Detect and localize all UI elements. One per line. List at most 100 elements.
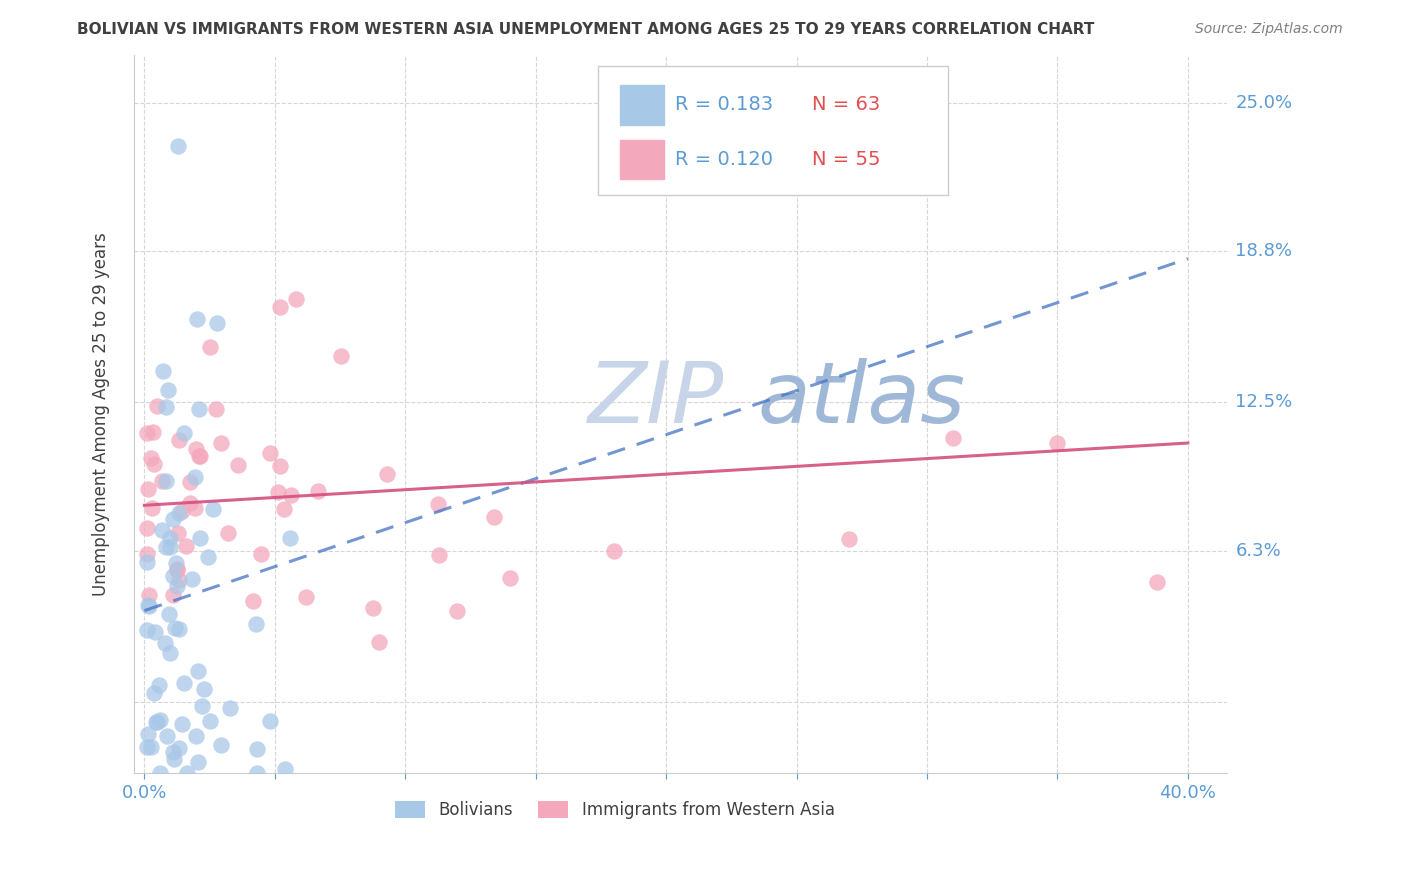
Point [259, 714, 281, 729]
Point [190, 449, 212, 463]
Point [143, 624, 166, 639]
Point [167, 573, 190, 587]
Point [183, 501, 205, 516]
Point [174, 539, 197, 553]
Point [202, 502, 225, 516]
Point [145, 715, 167, 730]
Point [142, 685, 165, 699]
Point [155, 474, 177, 488]
Point [191, 699, 214, 714]
Point [148, 766, 170, 780]
Point [163, 621, 186, 635]
Point [150, 474, 173, 488]
Point [269, 300, 291, 314]
Point [209, 738, 232, 752]
Point [176, 766, 198, 780]
Point [155, 541, 177, 555]
Point [188, 531, 211, 545]
Point [136, 598, 159, 612]
FancyBboxPatch shape [599, 66, 948, 195]
Point [139, 740, 162, 755]
Point [136, 727, 159, 741]
Text: ZIP: ZIP [588, 359, 724, 442]
Point [162, 745, 184, 759]
Point [209, 436, 232, 450]
Point [1146, 574, 1168, 589]
Point [273, 502, 295, 516]
Bar [620, 140, 664, 179]
Bar [620, 86, 664, 125]
Point [179, 496, 201, 510]
Point [942, 431, 965, 445]
Point [162, 569, 184, 583]
Text: 12.5%: 12.5% [1236, 393, 1292, 411]
Point [179, 475, 201, 489]
Point [156, 729, 179, 743]
Point [284, 293, 307, 307]
Point [138, 588, 160, 602]
Point [136, 521, 159, 535]
Point [183, 470, 205, 484]
Text: atlas: atlas [756, 359, 965, 442]
Point [330, 349, 353, 363]
Point [166, 563, 188, 577]
Point [242, 594, 264, 608]
Point [173, 675, 195, 690]
Point [446, 604, 468, 618]
Point [187, 664, 209, 678]
Point [162, 511, 184, 525]
Point [207, 316, 229, 330]
Point [197, 549, 219, 564]
Point [186, 729, 208, 743]
Point [245, 617, 267, 632]
Point [149, 713, 172, 727]
Point [145, 714, 167, 729]
Point [138, 599, 160, 613]
Y-axis label: Unemployment Among Ages 25 to 29 years: Unemployment Among Ages 25 to 29 years [93, 233, 110, 596]
Text: 6.3%: 6.3% [1236, 541, 1281, 560]
Point [427, 548, 450, 562]
Point [482, 509, 505, 524]
Point [187, 756, 209, 770]
Point [274, 762, 297, 776]
Point [603, 543, 626, 558]
Point [167, 434, 190, 448]
Point [193, 682, 215, 697]
Point [186, 442, 208, 457]
Point [148, 677, 170, 691]
Point [169, 506, 191, 520]
Point [267, 485, 290, 500]
Point [280, 531, 302, 545]
Point [188, 449, 211, 463]
Text: N = 55: N = 55 [811, 150, 880, 169]
Text: 25.0%: 25.0% [1236, 94, 1292, 112]
Point [157, 607, 180, 621]
Point [159, 531, 181, 545]
Point [173, 426, 195, 441]
Point [155, 401, 177, 415]
Text: R = 0.120: R = 0.120 [675, 150, 773, 169]
Point [136, 739, 159, 754]
Point [167, 622, 190, 636]
Point [377, 467, 399, 481]
Point [166, 562, 188, 576]
Point [426, 497, 449, 511]
Point [136, 482, 159, 496]
Point [250, 548, 273, 562]
Point [167, 139, 190, 153]
Point [136, 547, 159, 561]
Point [218, 701, 240, 715]
Point [499, 571, 522, 585]
Point [1046, 436, 1069, 450]
Text: N = 63: N = 63 [811, 95, 880, 114]
Point [198, 340, 221, 354]
Point [166, 526, 188, 541]
Point [280, 488, 302, 502]
Point [259, 446, 281, 460]
Point [136, 426, 159, 441]
Point [217, 525, 239, 540]
Point [269, 459, 291, 474]
Point [156, 384, 179, 398]
Point [294, 591, 316, 605]
Text: BOLIVIAN VS IMMIGRANTS FROM WESTERN ASIA UNEMPLOYMENT AMONG AGES 25 TO 29 YEARS : BOLIVIAN VS IMMIGRANTS FROM WESTERN ASIA… [77, 22, 1095, 37]
